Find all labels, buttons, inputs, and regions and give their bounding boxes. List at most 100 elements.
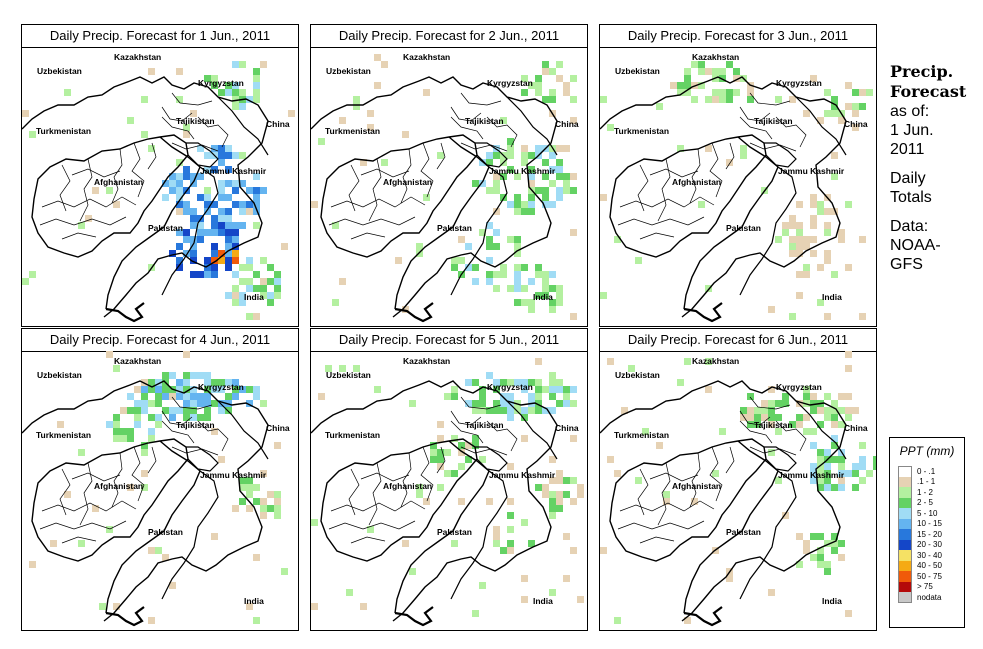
precip-cell xyxy=(134,400,141,407)
precip-cell xyxy=(684,68,691,75)
precip-cell xyxy=(260,257,267,264)
precip-cell xyxy=(866,470,873,477)
precip-cell xyxy=(204,400,211,407)
legend-swatch xyxy=(898,571,912,582)
precip-cell xyxy=(211,75,218,82)
country-label: Pakistan xyxy=(726,527,761,537)
precip-cell xyxy=(246,484,253,491)
precip-cell xyxy=(218,89,225,96)
precip-cell xyxy=(113,421,120,428)
precip-cell xyxy=(493,145,500,152)
province-border xyxy=(725,446,735,474)
precip-cell xyxy=(528,194,535,201)
precip-cell xyxy=(535,82,542,89)
precip-cell xyxy=(542,292,549,299)
precip-cell xyxy=(204,194,211,201)
precip-cell xyxy=(824,470,831,477)
precip-cell xyxy=(493,526,500,533)
province-border xyxy=(436,142,446,170)
precip-cell xyxy=(374,82,381,89)
precip-cell xyxy=(796,201,803,208)
precip-cell xyxy=(479,407,486,414)
precip-cell xyxy=(232,505,239,512)
country-label: India xyxy=(244,292,264,302)
province-border xyxy=(749,396,791,410)
precip-cell xyxy=(311,603,318,610)
province-border xyxy=(739,106,771,122)
precip-cell xyxy=(50,540,57,547)
precip-cell xyxy=(796,222,803,229)
precip-cell xyxy=(563,89,570,96)
precip-cells xyxy=(600,351,876,624)
source-line: Data: xyxy=(890,218,929,235)
precip-cell xyxy=(155,547,162,554)
precip-cell xyxy=(218,159,225,166)
precip-cell xyxy=(176,208,183,215)
precip-cell xyxy=(246,201,253,208)
precip-cell xyxy=(549,299,556,306)
precip-cell xyxy=(838,484,845,491)
province-border xyxy=(348,468,360,516)
precip-cell xyxy=(444,470,451,477)
country-label: Pakistan xyxy=(148,527,183,537)
precip-cell xyxy=(141,470,148,477)
precip-cell xyxy=(493,379,500,386)
precip-cell xyxy=(232,103,239,110)
province-border xyxy=(739,410,771,426)
precip-cell xyxy=(465,456,472,463)
province-border xyxy=(171,142,219,152)
precip-cell xyxy=(754,407,761,414)
country-border xyxy=(311,380,558,622)
precip-cell xyxy=(535,292,542,299)
precip-cell xyxy=(761,400,768,407)
precip-cell xyxy=(838,477,845,484)
precip-cell xyxy=(190,257,197,264)
legend-swatch xyxy=(898,476,912,487)
country-label: Kyrgyzstan xyxy=(198,78,244,88)
china-border xyxy=(795,400,847,460)
legend-label: 20 - 30 xyxy=(917,540,942,550)
precip-cell xyxy=(817,547,824,554)
precip-cell xyxy=(542,386,549,393)
precip-cell xyxy=(535,379,542,386)
precip-cell xyxy=(507,166,514,173)
precip-cell xyxy=(239,201,246,208)
precip-cell xyxy=(57,421,64,428)
precip-cell xyxy=(239,180,246,187)
precip-cell xyxy=(549,589,556,596)
precip-cell xyxy=(684,358,691,365)
asof-line: as of: xyxy=(890,103,930,120)
precip-cell xyxy=(274,278,281,285)
precip-cell xyxy=(873,456,876,463)
precip-cell xyxy=(232,393,239,400)
precip-cell xyxy=(451,435,458,442)
precip-cell xyxy=(803,393,810,400)
precip-cell xyxy=(549,180,556,187)
precip-cell xyxy=(402,306,409,313)
province-border xyxy=(749,142,797,152)
precip-cell xyxy=(528,173,535,180)
precip-cell xyxy=(239,477,246,484)
precip-cell xyxy=(120,407,127,414)
province-border xyxy=(619,500,715,512)
precip-cell xyxy=(514,236,521,243)
precip-cell xyxy=(607,358,614,365)
precip-cell xyxy=(134,414,141,421)
precip-cell xyxy=(190,271,197,278)
precip-cell xyxy=(232,201,239,208)
precip-cell xyxy=(528,208,535,215)
precip-map: Kazakhstan Uzbekistan Kyrgyzstan Tajikistan… xyxy=(311,356,584,627)
precip-cell xyxy=(183,407,190,414)
precip-cell xyxy=(190,250,197,257)
precip-cell xyxy=(190,180,197,187)
precip-cell xyxy=(437,484,444,491)
precip-cell xyxy=(141,386,148,393)
precip-cell xyxy=(190,400,197,407)
precip-cell xyxy=(677,82,684,89)
precip-cell xyxy=(810,393,817,400)
precip-cell xyxy=(810,201,817,208)
precip-cell xyxy=(253,194,260,201)
precip-cell xyxy=(528,393,535,400)
legend-item: 10 - 15 xyxy=(898,518,964,529)
precip-cell xyxy=(374,54,381,61)
